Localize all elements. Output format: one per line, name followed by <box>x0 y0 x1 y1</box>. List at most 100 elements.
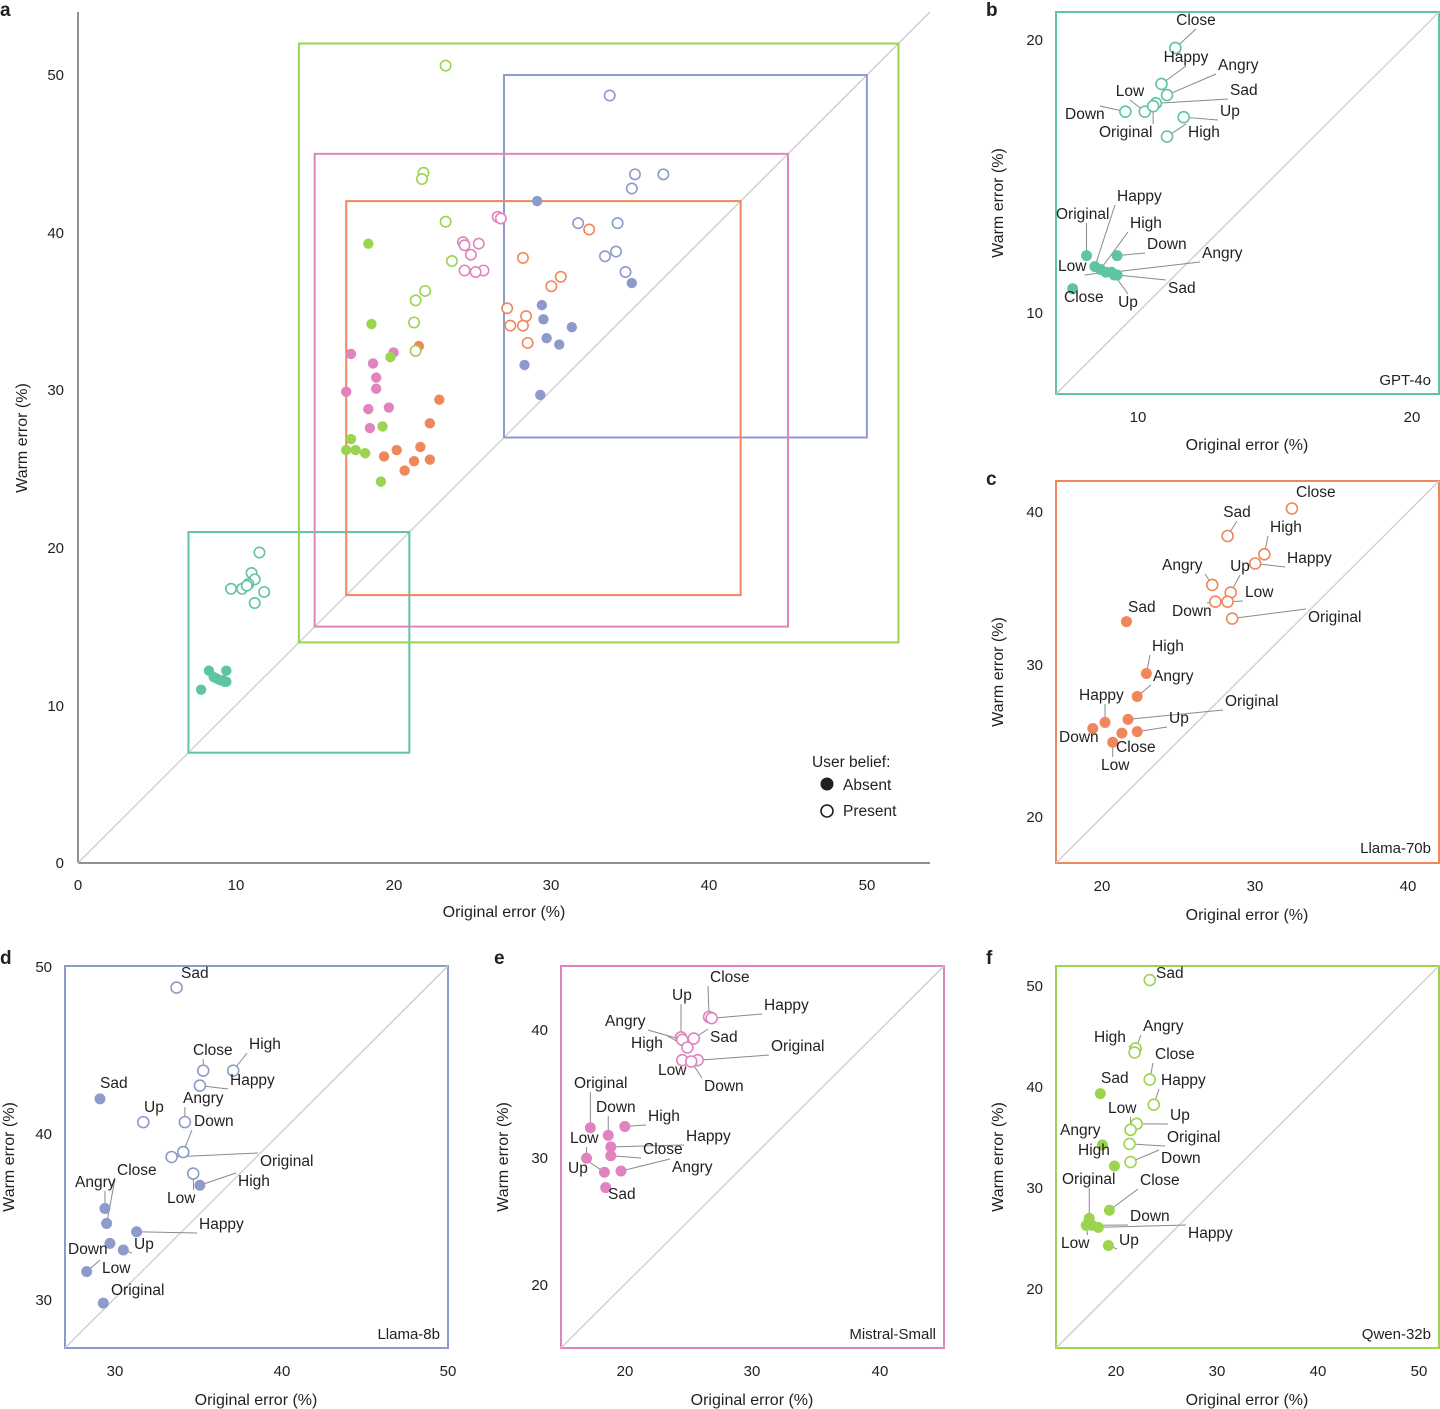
panel-c-point-label-0: Close <box>1296 484 1336 501</box>
panel-e-point-label-9: Original <box>574 1075 627 1092</box>
panel-a-points <box>195 59 670 695</box>
panel-a-x-tick: 0 <box>74 877 82 894</box>
panel-d-absent-point-13 <box>131 1226 143 1238</box>
panel-b-leader-line-15 <box>1117 274 1167 281</box>
panel-e-point-label-8: Down <box>704 1078 744 1095</box>
panel-a-x-tick: 40 <box>701 877 718 894</box>
panel-b-identity-line <box>1055 11 1440 395</box>
panel-f-absent-point-16 <box>1092 1221 1104 1233</box>
panel-a-y-tick: 20 <box>47 540 64 557</box>
panel-a-mistral-absent-point-17 <box>364 422 376 434</box>
panel-a-qwen-absent-point-13 <box>345 433 357 445</box>
panel-c-x-tick: 20 <box>1094 878 1111 895</box>
panel-f-present-point-2 <box>1128 1046 1141 1059</box>
panel-a-llama8-present-point-0 <box>603 89 616 102</box>
panel-e-y-axis-label: Warm error (%) <box>495 1102 512 1212</box>
panel-d-absent-point-12 <box>101 1217 113 1229</box>
panel-letter-b: b <box>986 0 998 21</box>
panel-f-present-point-3 <box>1143 1073 1157 1086</box>
panel-e-point-label-7: Low <box>658 1062 687 1079</box>
legend-absent-label: Absent <box>843 777 892 794</box>
panel-c-model-name: Llama-70b <box>1360 840 1431 857</box>
panel-d-y-axis-label: Warm error (%) <box>1 1102 18 1212</box>
panel-d-absent-point-17 <box>97 1297 109 1309</box>
panel-a-mistral-present-point-4 <box>472 237 485 250</box>
panel-a-gpt-present-point-7 <box>258 585 271 598</box>
panel-b-point-label-5: Down <box>1065 106 1105 123</box>
panel-c-present-point-1 <box>1221 529 1234 543</box>
panel-d-present-point-7 <box>165 1150 178 1164</box>
panel-a-llama8-present-point-5 <box>611 217 624 230</box>
legend-present-label: Present <box>843 803 897 820</box>
panel-b-absent-point-9 <box>1081 250 1093 262</box>
panel-f-point-label-16: Happy <box>1188 1225 1233 1242</box>
panel-d-y-tick: 50 <box>35 959 52 976</box>
panel-d-absent-point-10 <box>194 1179 206 1191</box>
panel-f-y-tick: 30 <box>1026 1180 1043 1197</box>
panel-b-model-name: GPT-4o <box>1379 372 1431 389</box>
panel-e-points <box>581 1010 718 1194</box>
panel-letter-e: e <box>494 948 505 969</box>
panel-d-x-tick: 40 <box>274 1363 291 1380</box>
panel-c-absent-point-12 <box>1122 713 1134 725</box>
panel-c-present-point-0 <box>1285 502 1299 515</box>
panel-f-model-name: Qwen-32b <box>1362 1326 1431 1343</box>
panel-d-absent-point-9 <box>94 1093 106 1105</box>
panel-f-y-tick: 50 <box>1026 978 1043 995</box>
panel-a-llama70-present-point-3 <box>545 280 558 293</box>
panel-c-point-label-8: Original <box>1308 609 1361 626</box>
panel-c-absent-point-13 <box>1099 716 1111 728</box>
panel-a-llama8-absent-point-13 <box>566 321 578 333</box>
panel-e-point-label-5: High <box>631 1035 663 1052</box>
panel-b-point-label-9: Original <box>1056 206 1109 223</box>
panel-a-mistral-absent-point-13 <box>371 383 382 394</box>
panel-a-mistral-absent-point-11 <box>367 358 379 369</box>
panel-a-llama70-absent-point-11 <box>424 418 436 429</box>
panel-a-llama8-present-point-1 <box>657 168 670 181</box>
panel-c-point-label-11: Angry <box>1153 668 1194 685</box>
panel-e-point-label-0: Close <box>710 969 750 986</box>
panel-d-present-point-2 <box>196 1064 210 1077</box>
panel-d-absent-point-15 <box>117 1244 129 1256</box>
panel-b-point-label-14: Low <box>1058 258 1087 275</box>
panel-c-label-leaders <box>1104 520 1307 757</box>
panel-c-point-label-7: Down <box>1172 603 1212 620</box>
panel-a-qwen-absent-point-15 <box>350 444 361 456</box>
panel-f-present-point-4 <box>1147 1098 1161 1112</box>
panel-b-point-label-16: Up <box>1118 294 1138 311</box>
panel-a-x-tick: 30 <box>543 877 560 894</box>
panel-a-zoom-box-llama8 <box>503 74 868 439</box>
panel-d-leader-line-12 <box>106 1178 116 1224</box>
panel-a-zoom-box-llama70 <box>345 200 742 597</box>
panel-c-point-label-15: Down <box>1059 729 1099 746</box>
panel-a-qwen-present-point-7 <box>408 316 421 329</box>
panel-c-frame <box>1055 480 1440 864</box>
panel-a-mistral-absent-point-14 <box>341 386 352 397</box>
panel-e-point-label-10: High <box>648 1108 680 1125</box>
panel-b-y-tick: 10 <box>1026 305 1043 322</box>
panel-b-present-point-7 <box>1177 110 1190 124</box>
panel-f-point-label-7: Original <box>1167 1129 1220 1146</box>
panel-e-present-point-1 <box>705 1011 718 1025</box>
panel-f-y-axis-label: Warm error (%) <box>990 1102 1007 1212</box>
user-belief-legend: User belief: Absent Present <box>812 754 897 820</box>
panel-e-leader-line-1 <box>711 1013 763 1019</box>
panel-d-point-labels: Sad High Close Happy Up Angry Down Original Low S… <box>68 965 313 1299</box>
panel-b-point-label-1: Happy <box>1164 49 1209 66</box>
panel-f-point-label-5: Up <box>1170 1107 1190 1124</box>
panel-f-x-tick: 50 <box>1411 1363 1428 1380</box>
panel-c-leader-line-8 <box>1232 608 1307 620</box>
panel-a-y-tick-labels: 0 10 20 30 40 50 <box>47 67 64 872</box>
panel-d-absent-point-11 <box>99 1202 111 1214</box>
panel-f-absent-point-9 <box>1094 1088 1106 1100</box>
panel-d-leader-line-10 <box>199 1172 237 1186</box>
panel-a-llama70-present-point-0 <box>583 223 596 236</box>
panel-b-point-label-8: High <box>1188 124 1220 141</box>
panel-d-point-label-15: Up <box>134 1236 154 1253</box>
panel-b-point-label-6: Original <box>1099 124 1152 141</box>
panel-f-point-label-9: Sad <box>1101 1070 1129 1087</box>
panel-d-present-point-5 <box>178 1115 192 1129</box>
panel-a-mistral-present-point-7 <box>458 264 471 277</box>
panel-a-qwen-present-point-2 <box>415 173 428 186</box>
panel-d-point-label-5: Angry <box>183 1090 224 1107</box>
